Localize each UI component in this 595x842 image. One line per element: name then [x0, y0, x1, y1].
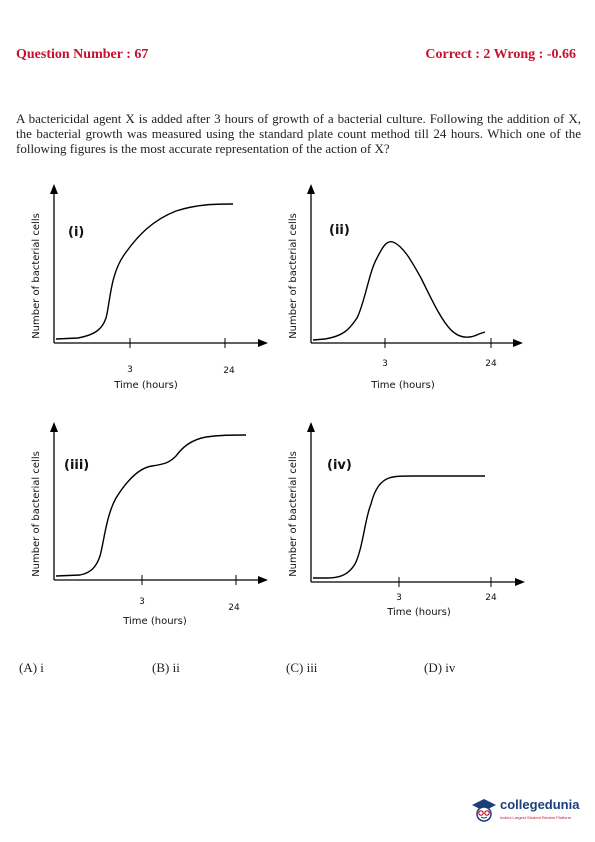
graph-label-ii: (ii): [329, 223, 350, 238]
growth-curve-iii: [55, 434, 247, 577]
growth-curve-iv: [313, 475, 485, 579]
growth-curve-ii: [312, 240, 486, 341]
question-text: A bactericidal agent X is added after 3 …: [16, 111, 581, 156]
x-tick-3: 3: [127, 365, 133, 375]
x-axis: [311, 577, 525, 587]
brand-logo: collegedunia India's Largest Student Rev…: [470, 796, 595, 836]
graph-ii: Number of bacterial cells 3 24 Time (hou…: [285, 180, 545, 395]
graph-i-svg: Number of bacterial cells 3 24 Time (hou…: [31, 184, 268, 391]
option-a: (A) i: [19, 660, 44, 675]
y-axis-label: Number of bacterial cells: [288, 451, 299, 577]
x-tick-24: 24: [228, 603, 240, 613]
brand-tagline: India's Largest Student Review Platform: [500, 815, 572, 820]
y-axis: [50, 422, 58, 580]
graduation-cap-face-icon: [472, 799, 496, 822]
y-axis-label: Number of bacterial cells: [31, 451, 42, 577]
graph-label-iii: (iii): [64, 458, 89, 473]
brand-name: collegedunia: [500, 797, 580, 812]
option-b: (B) ii: [152, 660, 180, 675]
x-axis-label: Time (hours): [113, 380, 178, 391]
graph-ii-svg: Number of bacterial cells 3 24 Time (hou…: [288, 184, 523, 391]
x-tick-3: 3: [382, 359, 388, 369]
graph-label-iv: (iv): [327, 458, 352, 473]
y-axis-label: Number of bacterial cells: [31, 213, 42, 339]
x-axis-label: Time (hours): [122, 616, 187, 627]
y-axis: [50, 184, 58, 343]
graph-label-i: (i): [68, 225, 84, 240]
y-axis: [307, 184, 315, 343]
y-axis: [307, 422, 315, 582]
x-tick-24: 24: [223, 366, 235, 376]
x-axis-label: Time (hours): [386, 607, 451, 618]
graph-iii: Number of bacterial cells 3 24 Time (hou…: [28, 418, 278, 633]
x-tick-3: 3: [139, 597, 145, 607]
y-axis-label: Number of bacterial cells: [288, 213, 299, 339]
graph-iv: Number of bacterial cells 3 24 Time (hou…: [285, 418, 545, 633]
marking-scheme: Correct : 2 Wrong : -0.66: [425, 47, 576, 62]
x-tick-24: 24: [485, 593, 497, 603]
graph-iii-svg: Number of bacterial cells 3 24 Time (hou…: [31, 422, 268, 627]
graph-iv-svg: Number of bacterial cells 3 24 Time (hou…: [288, 422, 525, 618]
option-d: (D) iv: [424, 660, 456, 675]
x-tick-3: 3: [396, 593, 402, 603]
x-axis: [54, 338, 268, 348]
x-axis-label: Time (hours): [370, 380, 435, 391]
option-c: (C) iii: [286, 660, 318, 675]
question-number: Question Number : 67: [16, 47, 149, 62]
x-axis: [311, 338, 523, 348]
x-axis: [54, 575, 268, 585]
x-tick-24: 24: [485, 359, 497, 369]
graph-i: Number of bacterial cells 3 24 Time (hou…: [28, 180, 278, 395]
growth-curve-i: [55, 203, 234, 340]
